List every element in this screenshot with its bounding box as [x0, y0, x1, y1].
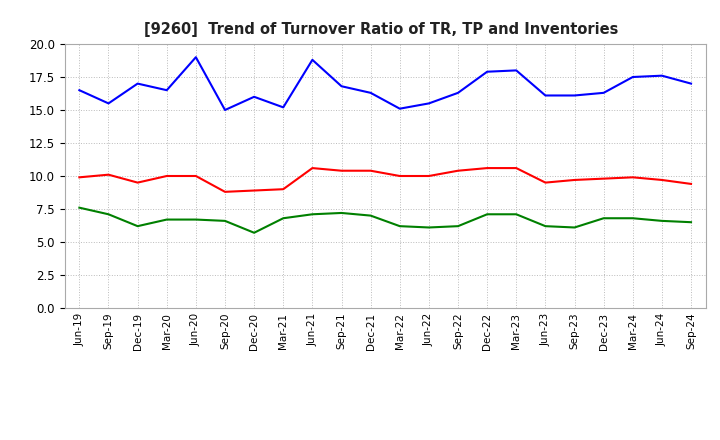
Inventories	[657, 218, 666, 224]
Trade Receivables	[104, 172, 113, 177]
Line: Inventories: Inventories	[79, 208, 691, 233]
Inventories	[454, 224, 462, 229]
Trade Payables	[629, 74, 637, 80]
Trade Payables	[133, 81, 142, 86]
Inventories	[220, 218, 229, 224]
Line: Trade Payables: Trade Payables	[79, 57, 691, 110]
Trade Receivables	[250, 188, 258, 193]
Trade Receivables	[541, 180, 550, 185]
Trade Payables	[657, 73, 666, 78]
Trade Receivables	[308, 165, 317, 171]
Trade Receivables	[192, 173, 200, 179]
Inventories	[279, 216, 287, 221]
Inventories	[104, 212, 113, 217]
Trade Receivables	[512, 165, 521, 171]
Text: [9260]  Trend of Turnover Ratio of TR, TP and Inventories: [9260] Trend of Turnover Ratio of TR, TP…	[145, 22, 618, 37]
Inventories	[308, 212, 317, 217]
Trade Payables	[687, 81, 696, 86]
Trade Receivables	[75, 175, 84, 180]
Trade Receivables	[570, 177, 579, 183]
Trade Receivables	[279, 187, 287, 192]
Trade Payables	[337, 84, 346, 89]
Trade Receivables	[220, 189, 229, 194]
Trade Receivables	[483, 165, 492, 171]
Trade Payables	[220, 107, 229, 113]
Inventories	[395, 224, 404, 229]
Inventories	[512, 212, 521, 217]
Trade Payables	[599, 90, 608, 95]
Inventories	[599, 216, 608, 221]
Inventories	[75, 205, 84, 210]
Inventories	[133, 224, 142, 229]
Inventories	[629, 216, 637, 221]
Inventories	[250, 230, 258, 235]
Inventories	[425, 225, 433, 230]
Trade Receivables	[657, 177, 666, 183]
Inventories	[337, 210, 346, 216]
Trade Payables	[250, 94, 258, 99]
Trade Receivables	[599, 176, 608, 181]
Trade Receivables	[366, 168, 375, 173]
Inventories	[192, 217, 200, 222]
Inventories	[366, 213, 375, 218]
Inventories	[541, 224, 550, 229]
Trade Receivables	[133, 180, 142, 185]
Inventories	[570, 225, 579, 230]
Trade Payables	[163, 88, 171, 93]
Trade Receivables	[454, 168, 462, 173]
Trade Payables	[279, 105, 287, 110]
Trade Payables	[570, 93, 579, 98]
Trade Payables	[192, 55, 200, 60]
Trade Receivables	[687, 181, 696, 187]
Trade Payables	[395, 106, 404, 111]
Trade Receivables	[425, 173, 433, 179]
Inventories	[483, 212, 492, 217]
Trade Receivables	[163, 173, 171, 179]
Inventories	[687, 220, 696, 225]
Trade Payables	[541, 93, 550, 98]
Line: Trade Receivables: Trade Receivables	[79, 168, 691, 192]
Trade Receivables	[337, 168, 346, 173]
Trade Payables	[512, 68, 521, 73]
Trade Payables	[483, 69, 492, 74]
Trade Payables	[366, 90, 375, 95]
Trade Payables	[104, 101, 113, 106]
Trade Receivables	[629, 175, 637, 180]
Trade Payables	[454, 90, 462, 95]
Trade Payables	[308, 57, 317, 62]
Inventories	[163, 217, 171, 222]
Trade Payables	[425, 101, 433, 106]
Trade Payables	[75, 88, 84, 93]
Trade Receivables	[395, 173, 404, 179]
